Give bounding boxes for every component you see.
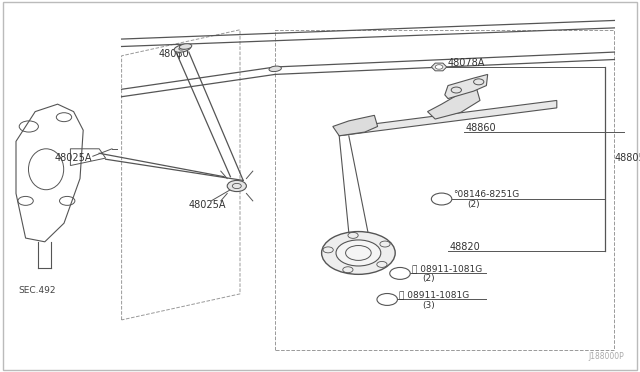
Ellipse shape xyxy=(227,180,246,192)
Text: 48860: 48860 xyxy=(466,124,497,133)
Polygon shape xyxy=(431,63,447,71)
Ellipse shape xyxy=(269,66,282,71)
Text: (3): (3) xyxy=(422,301,435,310)
Ellipse shape xyxy=(179,44,192,49)
Text: (2): (2) xyxy=(467,200,480,209)
Ellipse shape xyxy=(174,45,191,52)
Text: SEC.492: SEC.492 xyxy=(18,286,56,295)
Ellipse shape xyxy=(322,231,396,275)
Text: 48078A: 48078A xyxy=(448,58,485,68)
Text: Ⓝ 08911-1081G: Ⓝ 08911-1081G xyxy=(412,264,482,273)
Text: 48820: 48820 xyxy=(450,242,481,251)
Text: J188000P: J188000P xyxy=(588,352,624,361)
Text: N: N xyxy=(397,270,403,276)
Polygon shape xyxy=(339,100,557,136)
Polygon shape xyxy=(333,115,378,136)
Text: 48080: 48080 xyxy=(159,49,189,59)
Polygon shape xyxy=(445,74,488,99)
Text: 48025A: 48025A xyxy=(189,200,227,209)
Text: Ⓝ 08911-1081G: Ⓝ 08911-1081G xyxy=(399,290,469,299)
Polygon shape xyxy=(428,89,480,119)
Circle shape xyxy=(435,65,443,69)
Text: 48805: 48805 xyxy=(614,153,640,163)
Circle shape xyxy=(390,267,410,279)
Text: B: B xyxy=(439,196,444,202)
Text: °08146-8251G: °08146-8251G xyxy=(453,190,520,199)
Circle shape xyxy=(377,294,397,305)
Text: 48025A: 48025A xyxy=(54,153,92,163)
Circle shape xyxy=(431,193,452,205)
FancyBboxPatch shape xyxy=(3,2,637,370)
Ellipse shape xyxy=(336,240,381,266)
Text: (2): (2) xyxy=(422,275,435,283)
Text: N: N xyxy=(384,296,390,302)
